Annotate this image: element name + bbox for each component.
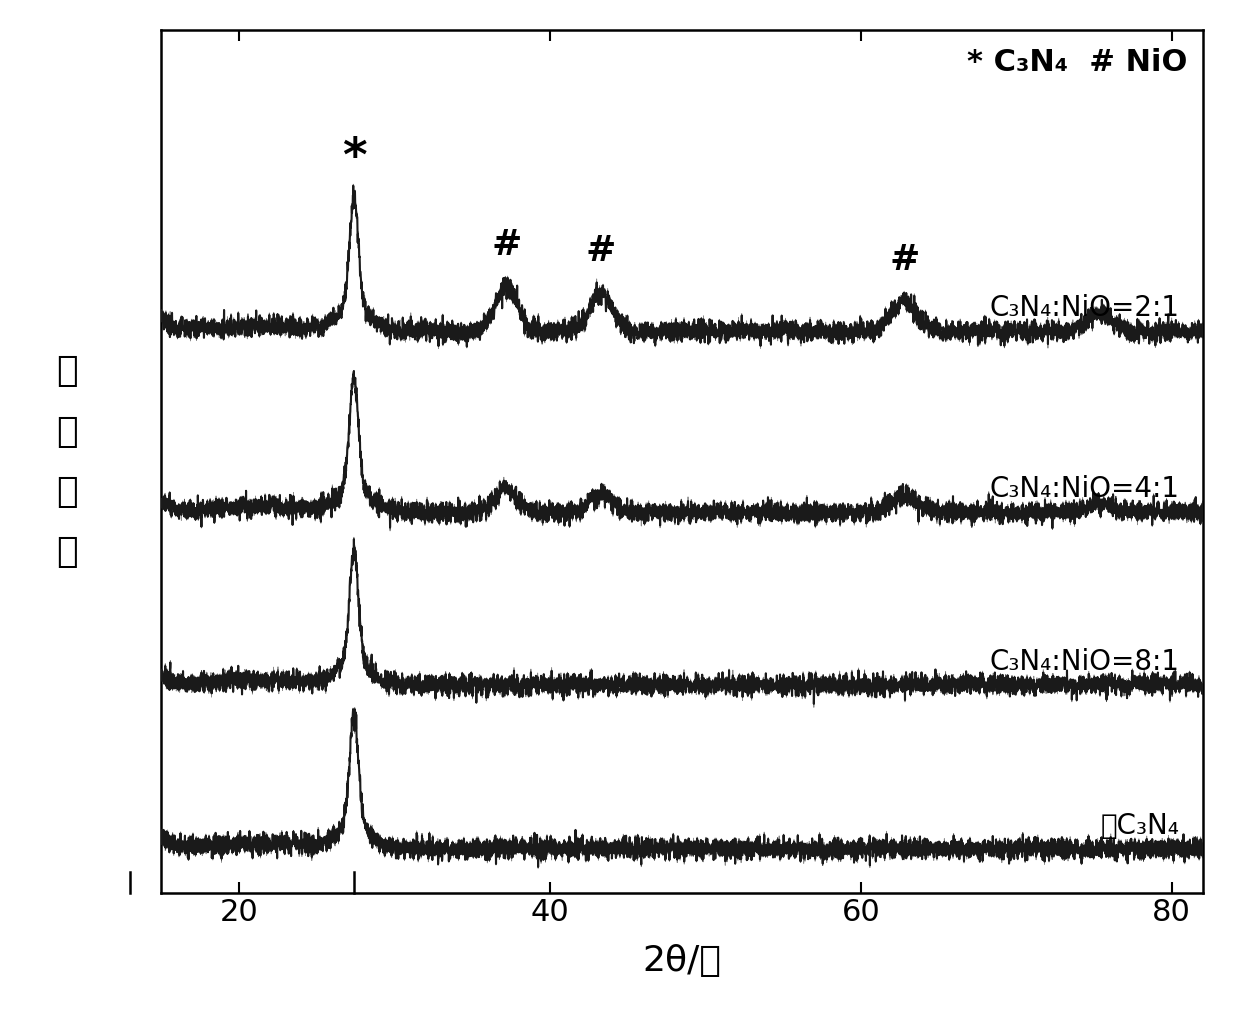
Text: 射: 射 (57, 415, 78, 449)
Text: C₃N₄:NiO=2:1: C₃N₄:NiO=2:1 (990, 294, 1179, 322)
Text: C₃N₄:NiO=4:1: C₃N₄:NiO=4:1 (990, 475, 1179, 503)
Text: 强: 强 (57, 475, 78, 509)
Text: 绯C₃N₄: 绯C₃N₄ (1100, 812, 1179, 839)
Text: 衍: 衍 (57, 354, 78, 388)
X-axis label: 2θ/度: 2θ/度 (642, 944, 722, 977)
Text: * C₃N₄  # NiO: * C₃N₄ # NiO (967, 48, 1187, 77)
Text: C₃N₄:NiO=8:1: C₃N₄:NiO=8:1 (990, 648, 1179, 676)
Text: #: # (491, 227, 522, 262)
Text: 度: 度 (57, 536, 78, 569)
Text: *: * (342, 136, 366, 181)
Text: #: # (889, 244, 920, 277)
Text: #: # (587, 234, 616, 268)
